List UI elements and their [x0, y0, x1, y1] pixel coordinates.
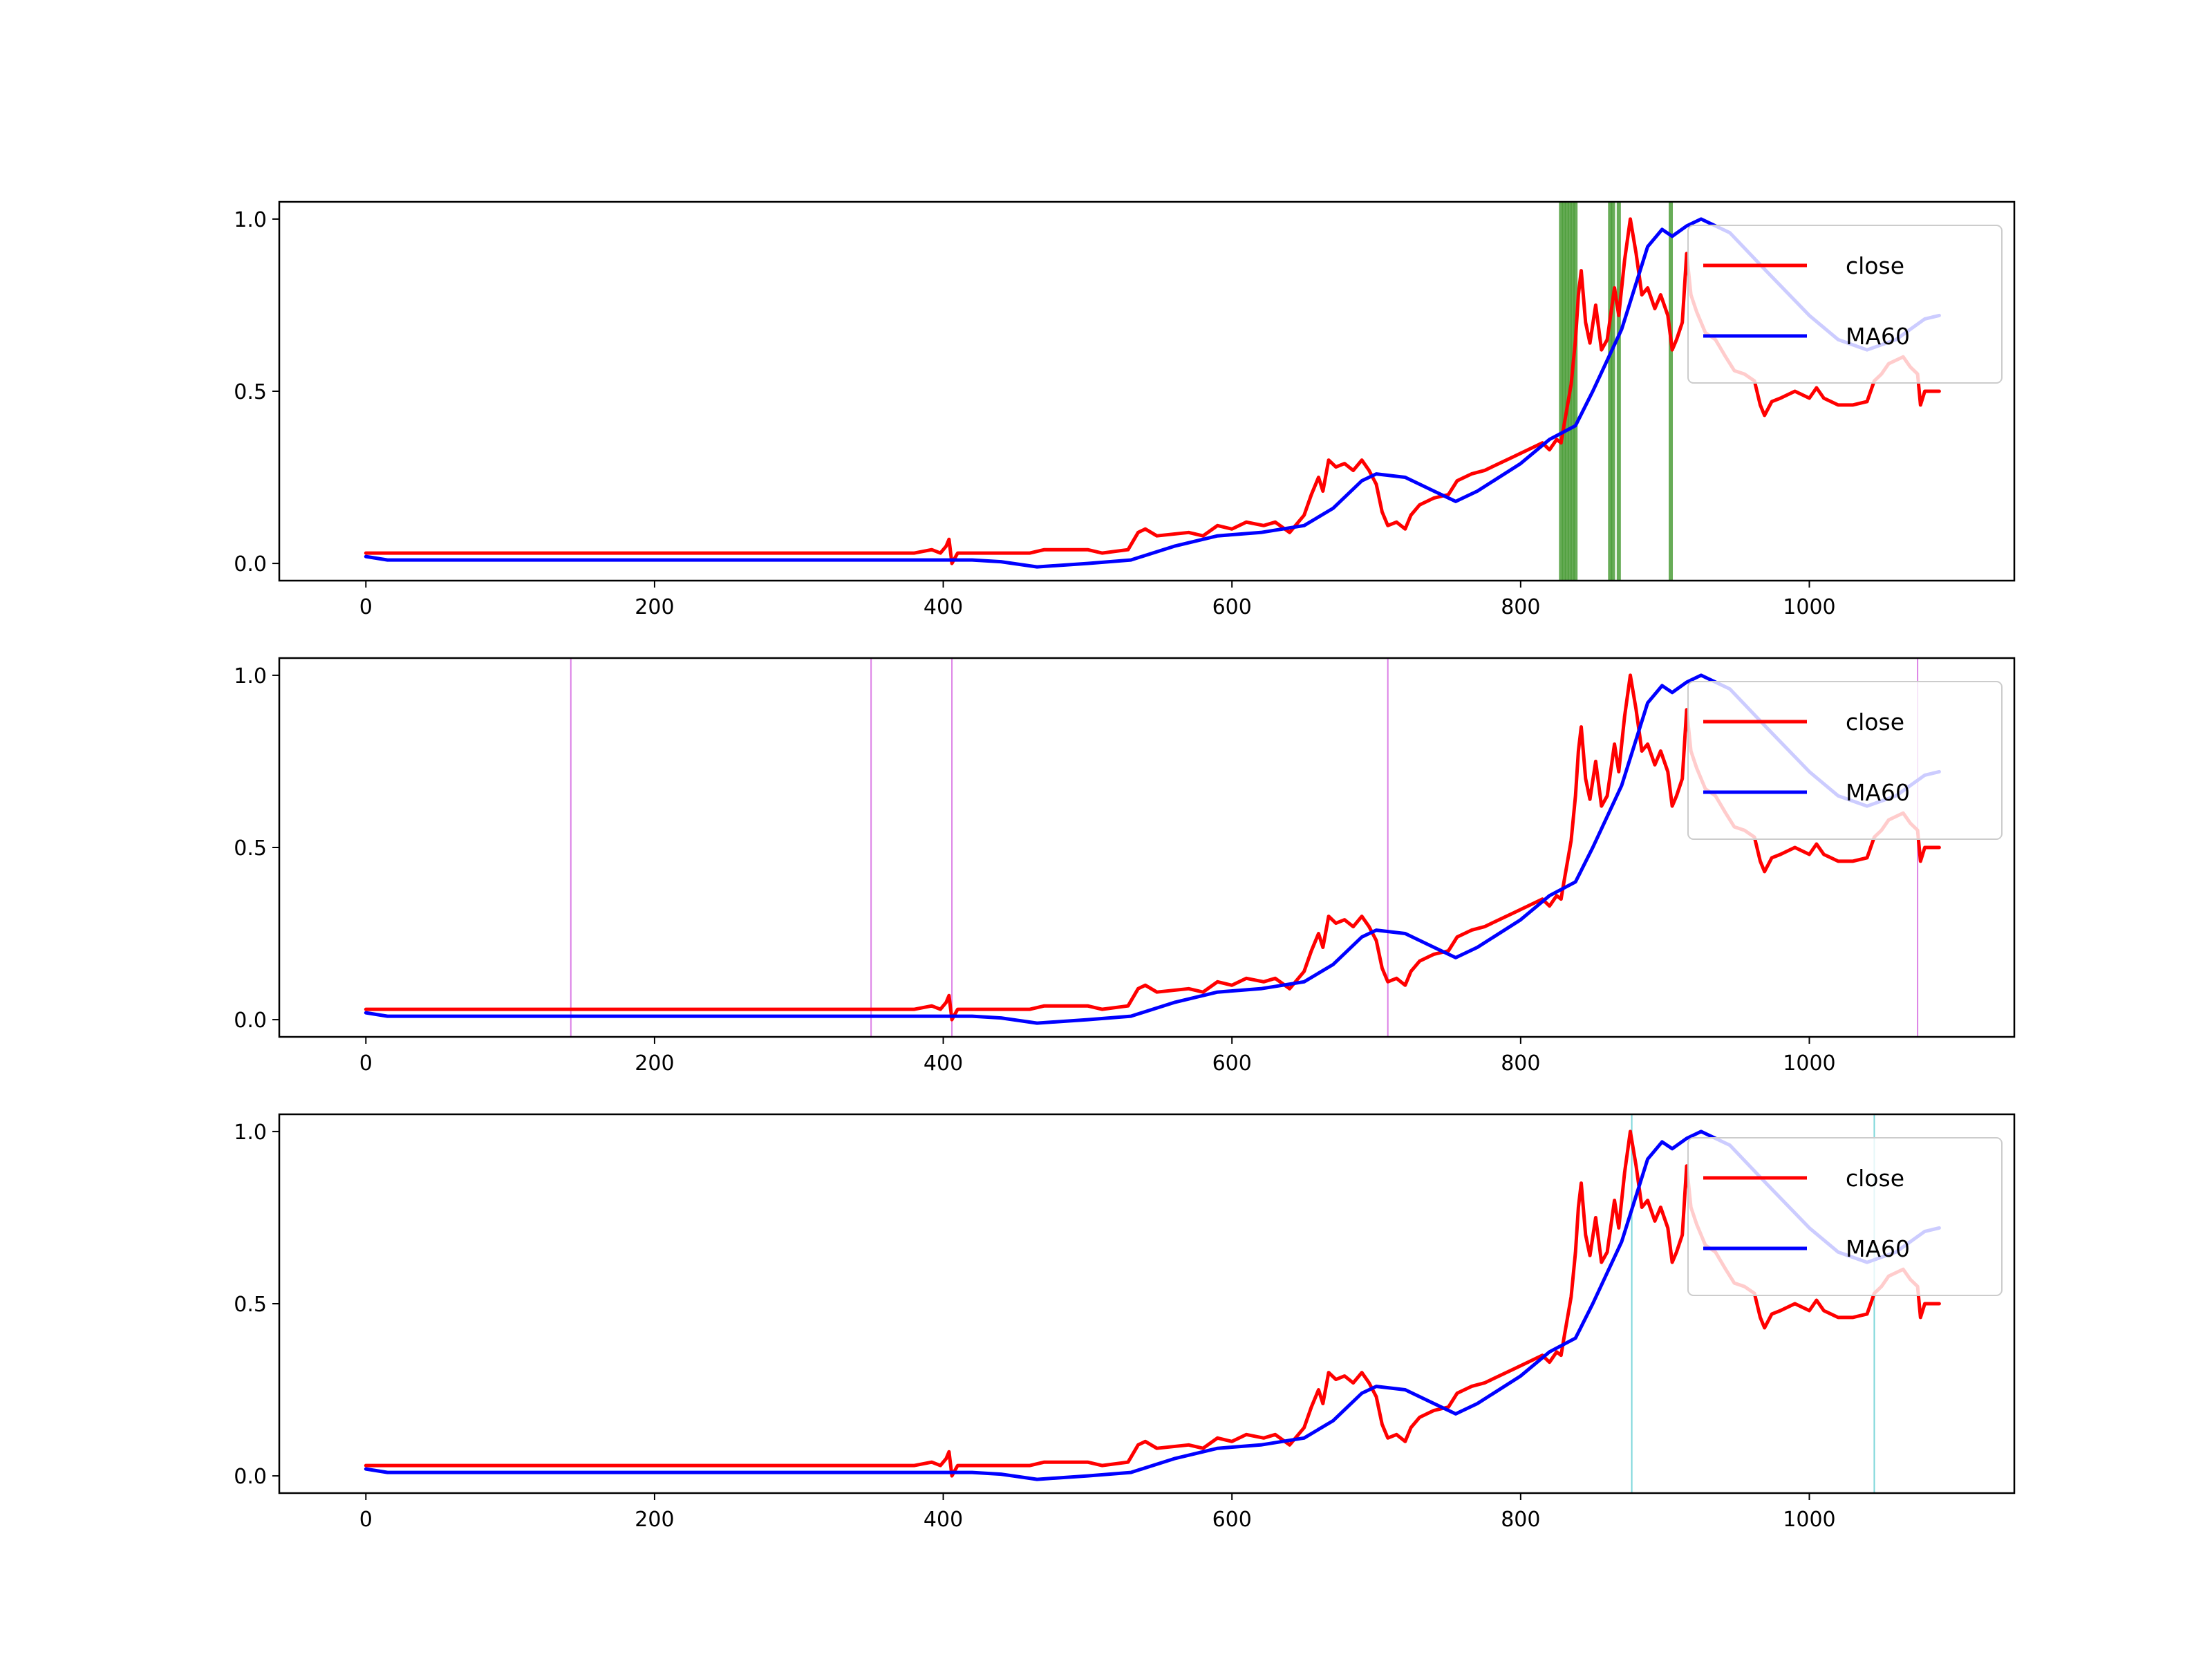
legend-box [1687, 225, 2003, 384]
x-tick-label: 600 [1212, 1508, 1252, 1532]
legend-label-ma60: MA60 [1846, 1235, 1910, 1262]
legend-label-close: close [1846, 252, 1904, 279]
subplot-1: 0 200 400 600 800 1000 0.0 0.5 1.0 close MA60 [234, 200, 2016, 619]
subplot-2: 0 200 400 600 800 1000 0.0 0.5 1.0 close MA60 [234, 657, 2016, 1076]
legend-label-ma60: MA60 [1846, 779, 1910, 806]
y-tick-label: 0.5 [234, 380, 267, 404]
x-tick-label: 200 [635, 1051, 674, 1076]
x-tick-label: 0 [359, 1051, 373, 1076]
y-tick-label: 0.0 [234, 1465, 267, 1489]
legend: close MA60 [1687, 681, 2003, 840]
legend: close MA60 [1687, 225, 2003, 384]
series-line-close [364, 217, 1941, 565]
x-tick-label: 200 [635, 1508, 674, 1532]
legend-box [1687, 1137, 2003, 1296]
x-tick-label: 400 [924, 1051, 963, 1076]
x-tick-label: 800 [1501, 1051, 1540, 1076]
legend-box [1687, 681, 2003, 840]
x-tick-label: 800 [1501, 1508, 1540, 1532]
legend-label-ma60: MA60 [1846, 323, 1910, 350]
x-tick-label: 400 [924, 1508, 963, 1532]
legend-label-close: close [1846, 709, 1904, 735]
y-tick-label: 1.0 [234, 1121, 267, 1145]
x-tick-label: 1000 [1783, 1051, 1835, 1076]
x-tick-label: 1000 [1783, 1508, 1835, 1532]
y-tick-label: 0.0 [234, 1009, 267, 1033]
y-tick-label: 0.0 [234, 552, 267, 577]
y-tick-label: 0.5 [234, 836, 267, 861]
legend: close MA60 [1687, 1137, 2003, 1296]
x-tick-label: 200 [635, 595, 674, 619]
y-tick-label: 1.0 [234, 664, 267, 688]
x-tick-label: 600 [1212, 1051, 1252, 1076]
series-line-close [364, 1130, 1941, 1478]
x-tick-label: 0 [359, 1508, 373, 1532]
x-tick-label: 1000 [1783, 595, 1835, 619]
x-tick-label: 400 [924, 595, 963, 619]
subplot-3: 0 200 400 600 800 1000 0.0 0.5 1.0 close MA60 [234, 1113, 2016, 1532]
y-tick-label: 0.5 [234, 1293, 267, 1317]
legend-label-close: close [1846, 1165, 1904, 1192]
x-tick-label: 600 [1212, 595, 1252, 619]
series-line-close [364, 673, 1941, 1022]
x-tick-label: 800 [1501, 595, 1540, 619]
x-tick-label: 0 [359, 595, 373, 619]
y-tick-label: 1.0 [234, 208, 267, 232]
